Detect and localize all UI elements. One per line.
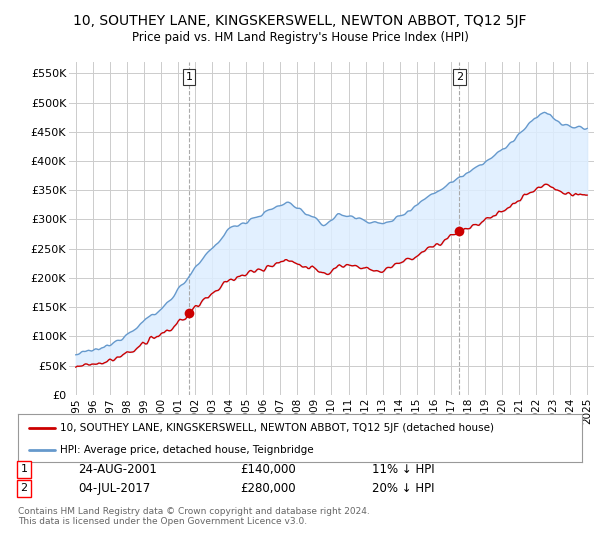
- Text: £140,000: £140,000: [240, 463, 296, 476]
- Text: 10, SOUTHEY LANE, KINGSKERSWELL, NEWTON ABBOT, TQ12 5JF: 10, SOUTHEY LANE, KINGSKERSWELL, NEWTON …: [73, 14, 527, 28]
- Text: 04-JUL-2017: 04-JUL-2017: [78, 482, 150, 495]
- Text: 20% ↓ HPI: 20% ↓ HPI: [372, 482, 434, 495]
- Text: 2: 2: [20, 483, 28, 493]
- Text: 24-AUG-2001: 24-AUG-2001: [78, 463, 157, 476]
- Text: 10, SOUTHEY LANE, KINGSKERSWELL, NEWTON ABBOT, TQ12 5JF (detached house): 10, SOUTHEY LANE, KINGSKERSWELL, NEWTON …: [60, 423, 494, 433]
- Text: £280,000: £280,000: [240, 482, 296, 495]
- Text: Price paid vs. HM Land Registry's House Price Index (HPI): Price paid vs. HM Land Registry's House …: [131, 31, 469, 44]
- Text: HPI: Average price, detached house, Teignbridge: HPI: Average price, detached house, Teig…: [60, 445, 314, 455]
- Text: 1: 1: [185, 72, 193, 82]
- Text: 11% ↓ HPI: 11% ↓ HPI: [372, 463, 434, 476]
- Text: 2: 2: [456, 72, 463, 82]
- Text: 1: 1: [20, 464, 28, 474]
- Text: Contains HM Land Registry data © Crown copyright and database right 2024.
This d: Contains HM Land Registry data © Crown c…: [18, 507, 370, 526]
